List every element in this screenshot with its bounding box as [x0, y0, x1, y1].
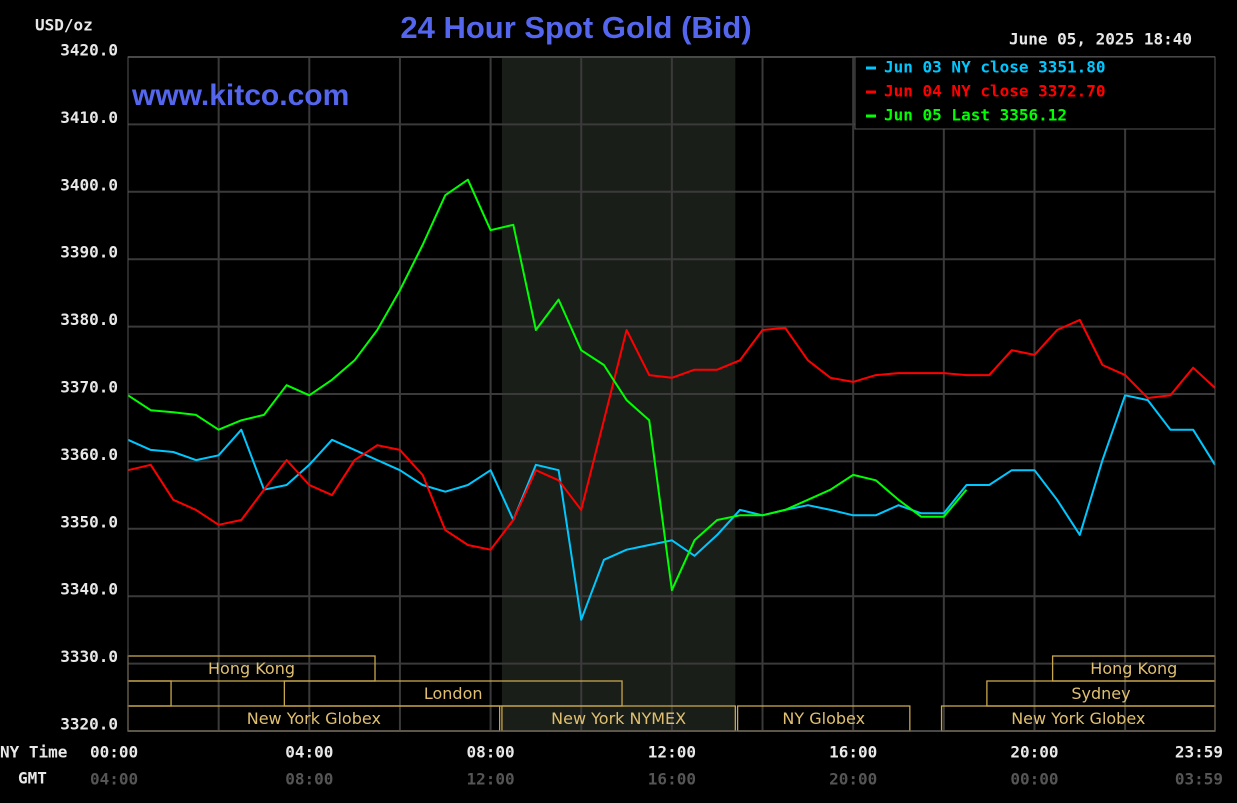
y-tick-label: 3370.0: [60, 378, 118, 397]
timestamp: June 05, 2025 18:40: [1009, 30, 1192, 49]
x-tick-label: 20:00: [1010, 743, 1058, 762]
y-tick-label: 3340.0: [60, 580, 118, 599]
legend-label: Jun 04 NY close 3372.70: [884, 82, 1106, 101]
x2-tick-label: 00:00: [1010, 770, 1058, 789]
chart-title: 24 Hour Spot Gold (Bid): [400, 10, 751, 45]
series-line: [127, 178, 968, 592]
x-tick-label: 23:59: [1175, 743, 1223, 762]
x-tick-label: 04:00: [285, 743, 333, 762]
series-line: [127, 318, 1216, 551]
x2-axis-label: GMT: [18, 769, 47, 788]
y-tick-label: 3400.0: [60, 175, 118, 194]
x-tick-label: 08:00: [467, 743, 515, 762]
y-tick-label: 3350.0: [60, 512, 118, 531]
x2-tick-label: 03:59: [1175, 770, 1223, 789]
x2-tick-label: 12:00: [467, 770, 515, 789]
legend: Jun 03 NY close 3351.80 Jun 04 NY close 3…: [866, 58, 1106, 125]
y-tick-label: 3360.0: [60, 445, 118, 464]
session-label: New York Globex: [1011, 709, 1145, 728]
legend-label: Jun 03 NY close 3351.80: [884, 58, 1106, 77]
lines-layer: [127, 178, 1216, 621]
x-tick-label: 12:00: [648, 743, 696, 762]
y-tick-label: 3420.0: [60, 41, 118, 60]
legend-box: [854, 56, 1216, 130]
x2-tick-label: 16:00: [648, 770, 696, 789]
session-label: New York Globex: [247, 709, 381, 728]
x-tick-label: 00:00: [90, 743, 138, 762]
x-axis-label: NY Time: [0, 743, 67, 762]
y-unit: USD/oz: [35, 16, 93, 35]
x2-tick-label: 04:00: [90, 770, 138, 789]
session-label: Hong Kong: [1090, 659, 1177, 678]
x-tick-label: 16:00: [829, 743, 877, 762]
y-tick-label: 3320.0: [60, 715, 118, 734]
watermark: www.kitco.com: [131, 79, 349, 112]
y-tick-label: 3390.0: [60, 243, 118, 262]
plot-border: [127, 56, 1216, 732]
x2-tick-label: 20:00: [829, 770, 877, 789]
session-label: NY Globex: [782, 709, 865, 728]
session-label: Sydney: [1071, 684, 1130, 703]
session-label: London: [424, 684, 483, 703]
session-label: New York NYMEX: [551, 709, 686, 728]
series-line: [127, 394, 1216, 621]
y-tick-label: 3330.0: [60, 647, 118, 666]
y-tick-label: 3410.0: [60, 108, 118, 127]
y-tick-label: 3380.0: [60, 310, 118, 329]
legend-label: Jun 05 Last 3356.12: [884, 106, 1067, 125]
x2-tick-label: 08:00: [285, 770, 333, 789]
session-label: Hong Kong: [208, 659, 295, 678]
